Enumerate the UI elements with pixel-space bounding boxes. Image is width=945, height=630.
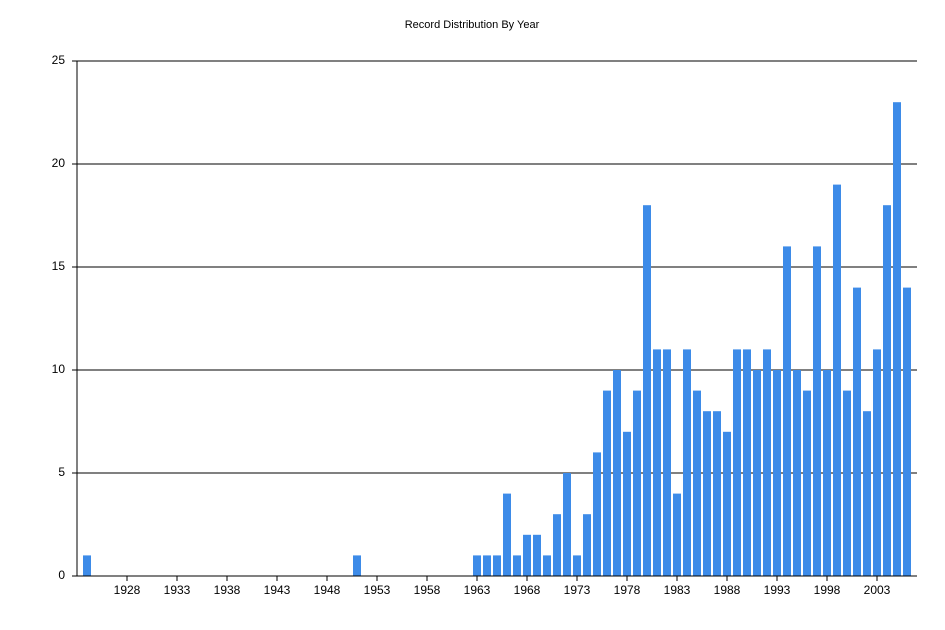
bar bbox=[843, 390, 851, 576]
y-tick-label: 5 bbox=[58, 465, 65, 479]
bar bbox=[853, 287, 861, 576]
bar bbox=[683, 349, 691, 576]
bar bbox=[613, 370, 621, 576]
bar bbox=[703, 411, 711, 576]
bar bbox=[493, 555, 501, 576]
bar bbox=[863, 411, 871, 576]
bar bbox=[623, 431, 631, 576]
bar bbox=[753, 370, 761, 576]
chart-title: Record Distribution By Year bbox=[405, 19, 540, 31]
x-tick-label: 1938 bbox=[214, 583, 241, 597]
bar bbox=[533, 534, 541, 576]
bar bbox=[833, 184, 841, 576]
bar bbox=[813, 246, 821, 576]
bar bbox=[893, 102, 901, 576]
bar bbox=[793, 370, 801, 576]
bar bbox=[603, 390, 611, 576]
bar bbox=[503, 493, 511, 576]
x-tick-label: 1983 bbox=[664, 583, 691, 597]
x-tick-label: 1948 bbox=[314, 583, 341, 597]
bar bbox=[673, 493, 681, 576]
bar bbox=[763, 349, 771, 576]
bar bbox=[523, 534, 531, 576]
bar bbox=[83, 555, 91, 576]
bar bbox=[873, 349, 881, 576]
bar bbox=[563, 473, 571, 576]
bar bbox=[473, 555, 481, 576]
bar bbox=[733, 349, 741, 576]
bar bbox=[513, 555, 521, 576]
x-tick-label: 1958 bbox=[414, 583, 441, 597]
y-tick-label: 0 bbox=[58, 568, 65, 582]
bar bbox=[353, 555, 361, 576]
bar bbox=[743, 349, 751, 576]
bar bbox=[483, 555, 491, 576]
bar bbox=[593, 452, 601, 576]
bar bbox=[723, 431, 731, 576]
x-tick-label: 1963 bbox=[464, 583, 491, 597]
bar bbox=[783, 246, 791, 576]
x-tick-label: 1978 bbox=[614, 583, 641, 597]
x-tick-label: 1968 bbox=[514, 583, 541, 597]
bar bbox=[543, 555, 551, 576]
y-tick-label: 25 bbox=[52, 53, 66, 67]
x-tick-label: 1933 bbox=[164, 583, 191, 597]
y-tick-label: 10 bbox=[52, 362, 66, 376]
bar bbox=[633, 390, 641, 576]
bar bbox=[653, 349, 661, 576]
x-tick-label: 1993 bbox=[764, 583, 791, 597]
x-tick-label: 1943 bbox=[264, 583, 291, 597]
bar bbox=[883, 205, 891, 576]
bar bbox=[643, 205, 651, 576]
bar bbox=[823, 370, 831, 576]
x-tick-label: 1988 bbox=[714, 583, 741, 597]
x-tick-label: 1973 bbox=[564, 583, 591, 597]
bar bbox=[573, 555, 581, 576]
bar bbox=[663, 349, 671, 576]
bar bbox=[553, 514, 561, 576]
bar bbox=[693, 390, 701, 576]
x-tick-label: 1928 bbox=[114, 583, 141, 597]
y-tick-label: 15 bbox=[52, 259, 66, 273]
x-tick-label: 1953 bbox=[364, 583, 391, 597]
x-tick-label: 2003 bbox=[864, 583, 891, 597]
y-tick-label: 20 bbox=[52, 156, 66, 170]
bar bbox=[773, 370, 781, 576]
bar bbox=[803, 390, 811, 576]
x-tick-label: 1998 bbox=[814, 583, 841, 597]
bar bbox=[903, 287, 911, 576]
bar bbox=[713, 411, 721, 576]
bar bbox=[583, 514, 591, 576]
